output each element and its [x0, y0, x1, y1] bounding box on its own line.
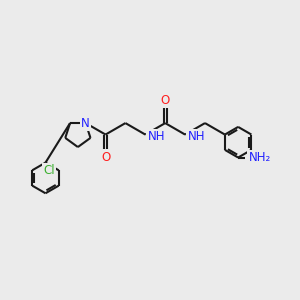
Text: N: N	[81, 117, 90, 130]
Text: NH₂: NH₂	[248, 151, 271, 164]
Text: Cl: Cl	[44, 164, 55, 177]
Text: NH: NH	[148, 130, 165, 143]
Text: O: O	[101, 151, 110, 164]
Text: O: O	[160, 94, 170, 107]
Text: NH: NH	[188, 130, 205, 143]
